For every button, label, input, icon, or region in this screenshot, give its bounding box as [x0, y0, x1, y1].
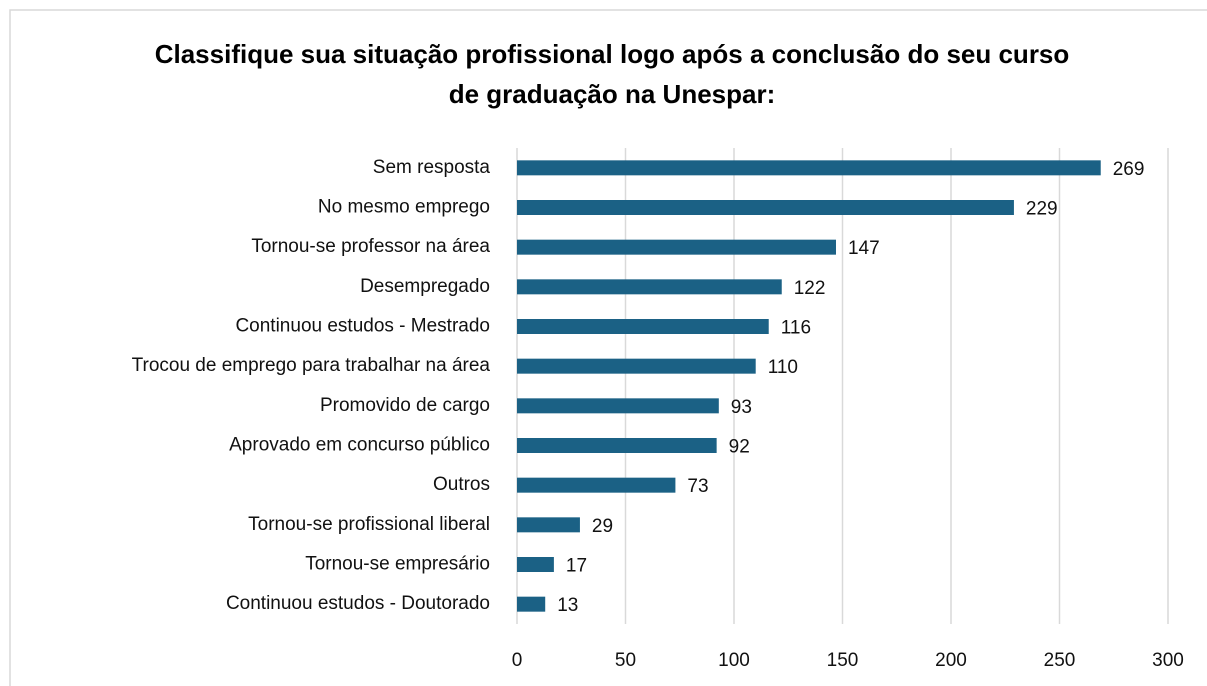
y-tick-label: Promovido de cargo — [320, 395, 490, 416]
bar — [517, 279, 782, 295]
x-tick-label: 300 — [1152, 650, 1184, 671]
value-label: 147 — [848, 238, 880, 259]
y-tick-label: Continuou estudos - Doutorado — [226, 593, 490, 614]
bar — [517, 438, 717, 453]
y-tick-label: Tornou-se empresário — [305, 554, 490, 575]
value-label: 93 — [731, 397, 752, 418]
value-label: 29 — [592, 516, 613, 537]
y-tick-label: Sem resposta — [373, 157, 491, 178]
y-tick-label: Aprovado em concurso público — [229, 435, 490, 456]
chart-title: Classifique sua situação profissional lo… — [154, 39, 1070, 109]
frame-border — [9, 9, 1207, 686]
bar — [517, 239, 836, 255]
y-tick-label: No mesmo emprego — [318, 197, 490, 218]
value-label: 269 — [1113, 159, 1145, 180]
x-tick-label: 100 — [718, 650, 750, 671]
value-label: 122 — [794, 278, 826, 299]
bar — [517, 398, 719, 414]
value-label: 13 — [557, 595, 578, 616]
value-label: 116 — [781, 318, 811, 339]
bar — [517, 319, 769, 334]
value-label: 92 — [729, 437, 750, 458]
y-tick-label: Tornou-se professor na área — [251, 236, 490, 257]
bar — [517, 200, 1014, 215]
y-tick-label: Outros — [433, 474, 490, 495]
y-tick-label: Continuou estudos - Mestrado — [235, 316, 490, 337]
x-tick-label: 200 — [935, 650, 967, 671]
bar — [517, 596, 546, 612]
value-label: 110 — [768, 357, 798, 378]
bar — [517, 160, 1101, 176]
y-tick-label: Desempregado — [360, 276, 490, 297]
value-label: 229 — [1026, 199, 1058, 220]
bar — [517, 358, 756, 374]
x-tick-label: 50 — [615, 650, 636, 671]
bar — [517, 477, 676, 493]
value-label: 73 — [687, 476, 708, 497]
x-tick-label: 250 — [1044, 650, 1076, 671]
x-tick-label: 0 — [512, 650, 523, 671]
bar — [517, 517, 580, 533]
y-tick-label: Trocou de emprego para trabalhar na área — [132, 355, 491, 376]
bar — [517, 557, 554, 572]
x-tick-label: 150 — [827, 650, 859, 671]
y-tick-label: Tornou-se profissional liberal — [248, 514, 490, 535]
value-label: 17 — [566, 556, 587, 577]
